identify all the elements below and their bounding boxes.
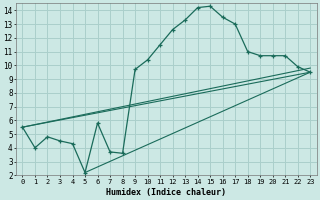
X-axis label: Humidex (Indice chaleur): Humidex (Indice chaleur)	[106, 188, 226, 197]
